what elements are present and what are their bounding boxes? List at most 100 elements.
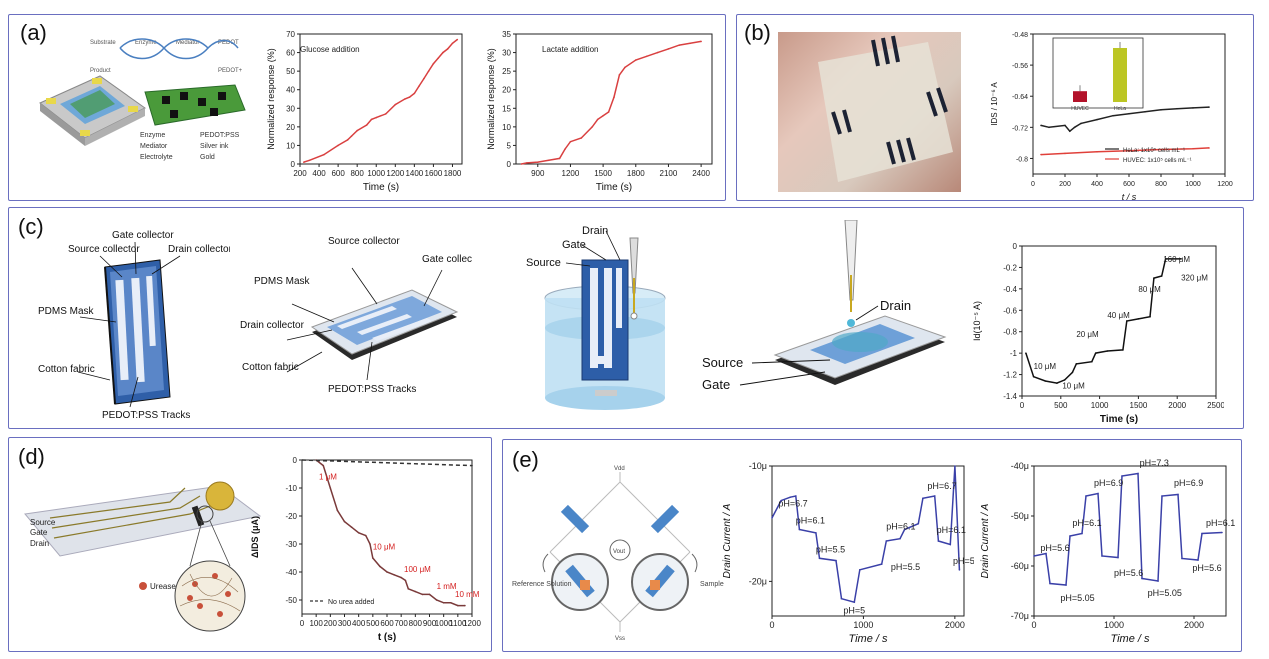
x-tick-label: 600	[1123, 181, 1135, 188]
plot-frame	[771, 465, 965, 617]
x-tick-label: 500	[1054, 401, 1068, 410]
data-point	[308, 159, 311, 162]
data-point	[394, 103, 397, 106]
x-tick-label: 200	[1059, 181, 1071, 188]
scheme-label: Mediator	[176, 40, 199, 46]
x-tick-label: 300	[338, 619, 352, 628]
data-point	[798, 528, 801, 531]
y-tick-label: 50	[286, 67, 295, 76]
data-point	[958, 569, 961, 571]
annotation-label: pH=5.5	[891, 562, 920, 572]
x-tick-label: 1200	[463, 619, 481, 628]
data-point	[1025, 352, 1027, 354]
y-tick-label: -30	[285, 540, 297, 549]
data-point	[880, 563, 883, 565]
y-tick-label: -20	[285, 512, 297, 521]
data-point	[428, 593, 431, 596]
bridge-circuit-diagram: Vdd Vout Vss Reference Solution Sample	[512, 466, 724, 642]
label-gate: Gate	[562, 239, 586, 251]
data-point	[700, 40, 702, 43]
y-tick-label: 0	[291, 160, 296, 169]
data-point	[407, 588, 410, 590]
data-point	[408, 96, 411, 98]
data-point	[1137, 472, 1139, 475]
data-series-line	[1025, 258, 1182, 384]
x-axis-label: Time (s)	[596, 182, 632, 193]
legend-label: HUVEC: 1x10⁵ cells mL⁻¹	[1123, 157, 1192, 164]
data-point	[400, 576, 402, 579]
x-tick-label: 1500	[594, 169, 612, 178]
data-point	[937, 540, 940, 542]
label-cotton-fabric: Cotton fabric	[38, 364, 95, 375]
data-point	[1094, 352, 1097, 354]
chart-id-time: 0 500 1000 1500 2000 2500 0 -0.2 -0.4 -0.6 -0.8 -1 -…	[972, 242, 1224, 424]
data-point	[1181, 557, 1183, 560]
x-tick-label: 1000	[1104, 620, 1124, 630]
panel-d	[8, 437, 492, 652]
legend-label: No urea added	[328, 599, 374, 606]
data-point	[1069, 130, 1071, 133]
y-tick-label: -10μ	[749, 461, 767, 471]
data-point	[1097, 492, 1099, 495]
data-point	[1065, 584, 1067, 586]
data-point	[1056, 382, 1058, 384]
data-point	[1096, 118, 1098, 121]
panel-b	[736, 14, 1254, 201]
data-point	[1160, 109, 1162, 111]
data-point	[613, 96, 615, 98]
x-tick-label: 2000	[1168, 401, 1186, 410]
chart-ph-drain-current-1: 0 1000 2000 -10μ -20μ Time / s Drain Current /…	[722, 461, 974, 645]
data-point	[446, 48, 449, 50]
y-tick-label: 35	[502, 30, 511, 39]
annotation-label: pH=5.05	[1148, 588, 1182, 598]
data-point	[1064, 152, 1066, 155]
data-point	[1160, 148, 1162, 151]
annotation-label: pH=6.1	[886, 521, 915, 531]
data-point	[1141, 577, 1143, 580]
legend-gold: Gold	[200, 154, 215, 161]
data-point	[1192, 107, 1194, 109]
annotation-label: 160 μM	[1163, 255, 1190, 264]
x-tick-label: 400	[312, 169, 326, 178]
data-point	[337, 144, 339, 147]
panel-label-e: (e)	[512, 447, 539, 472]
annotation-label: 10 μM	[373, 543, 396, 552]
data-point	[1164, 258, 1167, 260]
data-point	[789, 496, 792, 498]
x-tick-label: 2500	[1207, 401, 1224, 410]
data-point	[449, 602, 452, 604]
data-point	[1073, 126, 1076, 129]
data-point	[404, 579, 407, 582]
x-tick-label: 100	[309, 619, 323, 628]
data-point	[564, 148, 566, 150]
plot-frame	[1033, 465, 1227, 617]
label-source: Source	[526, 257, 561, 269]
data-point	[1071, 371, 1074, 374]
y-tick-label: -1.2	[1003, 371, 1017, 380]
data-point	[357, 532, 360, 534]
inset-category-label: HeLa	[1114, 106, 1126, 112]
inset-frame	[1052, 37, 1144, 109]
panel-e	[502, 439, 1242, 652]
label-vss: Vss	[615, 636, 625, 642]
plot-frame	[301, 459, 473, 615]
data-point	[771, 517, 773, 519]
label-drain: Drain	[880, 298, 911, 313]
data-point	[667, 48, 670, 50]
data-point	[903, 528, 906, 531]
data-point	[645, 55, 648, 58]
y-tick-label: 10	[502, 123, 511, 132]
x-tick-label: 200	[293, 169, 307, 178]
data-point	[818, 557, 821, 560]
data-point	[435, 599, 438, 601]
y-tick-label: -10	[285, 484, 297, 493]
label-source-collector: Source collector	[68, 244, 140, 255]
data-point	[457, 604, 459, 607]
data-point	[1069, 535, 1071, 537]
data-point	[558, 157, 561, 160]
annotation-label: pH=6.1	[1206, 518, 1235, 528]
legend-enzyme: Enzyme	[140, 132, 166, 139]
annotation-label: pH=6.9	[1094, 478, 1123, 488]
annotation-label: pH=6.1	[1072, 518, 1101, 528]
data-point	[1149, 315, 1151, 318]
